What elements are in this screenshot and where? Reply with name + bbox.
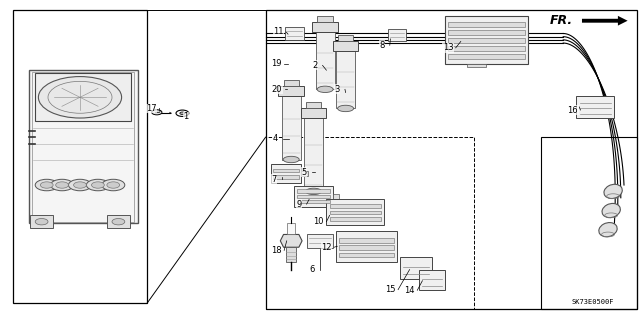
Bar — [294, 186, 333, 207]
Text: SK73E0500F: SK73E0500F — [572, 299, 614, 305]
Bar — [282, 96, 301, 160]
Bar — [266, 137, 474, 309]
Bar — [107, 215, 130, 228]
Text: 10: 10 — [314, 217, 324, 226]
Circle shape — [86, 179, 109, 191]
Text: 18: 18 — [271, 246, 282, 255]
Text: 8: 8 — [380, 41, 385, 50]
Text: 19: 19 — [271, 59, 282, 68]
Bar — [30, 215, 53, 228]
Bar — [13, 10, 147, 303]
Bar — [339, 245, 394, 250]
Bar — [339, 238, 394, 243]
Bar — [278, 86, 304, 96]
Text: 13: 13 — [443, 43, 453, 52]
Text: 9: 9 — [296, 200, 301, 209]
Bar — [448, 38, 525, 43]
Bar — [297, 189, 330, 193]
Ellipse shape — [604, 184, 622, 198]
Bar — [301, 171, 308, 176]
Bar — [448, 46, 525, 51]
Bar — [445, 16, 528, 64]
Circle shape — [92, 182, 104, 188]
Text: 11: 11 — [273, 27, 284, 36]
Circle shape — [35, 179, 58, 191]
Bar — [285, 27, 304, 40]
Bar — [284, 80, 299, 86]
Bar — [330, 211, 381, 214]
Bar — [336, 231, 397, 262]
Bar — [330, 204, 381, 208]
Text: 16: 16 — [568, 106, 578, 115]
Ellipse shape — [338, 105, 354, 112]
Circle shape — [51, 179, 74, 191]
Circle shape — [68, 179, 92, 191]
Bar — [388, 29, 406, 41]
Bar — [35, 73, 131, 121]
Circle shape — [74, 182, 86, 188]
Bar — [297, 195, 330, 198]
Bar — [301, 108, 326, 118]
Text: 3: 3 — [335, 85, 340, 94]
Bar — [467, 64, 486, 67]
Text: 1: 1 — [183, 112, 188, 121]
Bar — [541, 137, 637, 309]
Text: 4: 4 — [273, 134, 278, 143]
Circle shape — [112, 219, 125, 225]
Bar — [32, 72, 134, 222]
Text: FR.: FR. — [550, 14, 573, 27]
Text: 2: 2 — [312, 61, 317, 70]
Bar — [286, 247, 296, 262]
Bar — [448, 54, 525, 59]
Bar — [307, 234, 333, 248]
Bar — [266, 10, 637, 309]
Bar — [306, 102, 321, 108]
Bar — [29, 70, 138, 223]
Circle shape — [180, 112, 185, 115]
Text: 14: 14 — [404, 286, 415, 295]
Circle shape — [38, 77, 122, 118]
Bar — [339, 253, 394, 257]
Bar — [338, 35, 353, 41]
Text: 6: 6 — [310, 265, 315, 274]
Circle shape — [107, 182, 120, 188]
Circle shape — [176, 110, 189, 116]
Bar — [326, 199, 384, 225]
Ellipse shape — [602, 204, 620, 218]
Polygon shape — [280, 234, 302, 247]
Bar — [297, 200, 330, 203]
Bar — [287, 223, 295, 234]
Bar — [576, 96, 614, 118]
Bar — [316, 32, 335, 89]
Circle shape — [102, 179, 125, 191]
Text: 7: 7 — [271, 175, 276, 184]
Circle shape — [152, 110, 162, 115]
Ellipse shape — [317, 86, 333, 93]
Bar — [336, 51, 355, 108]
Circle shape — [35, 219, 48, 225]
Bar — [419, 270, 445, 290]
Bar — [448, 30, 525, 35]
Bar — [273, 169, 299, 172]
Bar — [330, 217, 381, 221]
Bar — [273, 175, 299, 179]
Bar — [333, 41, 358, 51]
Text: 17: 17 — [147, 104, 157, 113]
Ellipse shape — [306, 188, 322, 195]
Bar — [400, 257, 432, 279]
Ellipse shape — [283, 156, 300, 163]
Bar — [304, 118, 323, 191]
Circle shape — [40, 182, 53, 188]
Bar — [333, 194, 339, 199]
Text: 12: 12 — [321, 243, 332, 252]
Bar — [317, 16, 333, 22]
Circle shape — [56, 182, 68, 188]
Bar — [312, 22, 338, 32]
Text: 5: 5 — [301, 168, 307, 177]
Bar — [271, 164, 301, 183]
Bar — [448, 22, 525, 27]
Text: 15: 15 — [385, 285, 396, 294]
Ellipse shape — [599, 223, 617, 237]
Text: 20: 20 — [272, 85, 282, 94]
